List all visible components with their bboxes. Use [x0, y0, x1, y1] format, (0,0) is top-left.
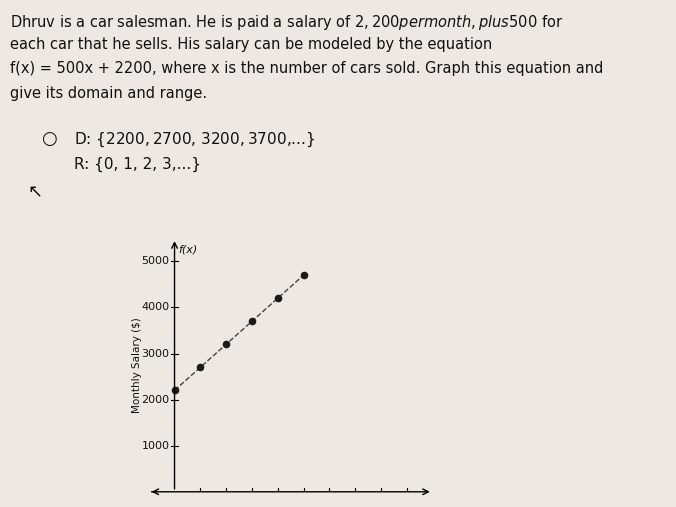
Text: Dhruv is a car salesman. He is paid a salary of $2,200 per month, plus $500 for: Dhruv is a car salesman. He is paid a sa… — [10, 13, 563, 31]
Text: f(x): f(x) — [178, 244, 197, 255]
Point — [169, 386, 180, 394]
Text: 2000: 2000 — [141, 394, 170, 405]
Point — [247, 317, 258, 325]
Text: f(x) = 500x + 2200, where x is the number of cars sold. Graph this equation and: f(x) = 500x + 2200, where x is the numbe… — [10, 61, 604, 77]
Text: 4000: 4000 — [141, 303, 170, 312]
Text: R: {0, 1, 2, 3,...}: R: {0, 1, 2, 3,...} — [74, 157, 201, 172]
Text: ↖: ↖ — [27, 184, 42, 202]
Point — [221, 340, 232, 348]
Text: 5000: 5000 — [141, 257, 170, 266]
Point — [195, 364, 206, 372]
Text: each car that he sells. His salary can be modeled by the equation: each car that he sells. His salary can b… — [10, 37, 492, 52]
Text: Monthly Salary ($): Monthly Salary ($) — [132, 317, 142, 413]
Point — [272, 294, 283, 302]
Point — [298, 271, 309, 279]
Text: 3000: 3000 — [141, 348, 170, 358]
Text: ○: ○ — [41, 130, 56, 149]
Text: 1000: 1000 — [141, 441, 170, 451]
Text: give its domain and range.: give its domain and range. — [10, 86, 208, 101]
Text: D: {$2200, $2700, $3200, $3700,...}: D: {$2200, $2700, $3200, $3700,...} — [74, 130, 316, 149]
